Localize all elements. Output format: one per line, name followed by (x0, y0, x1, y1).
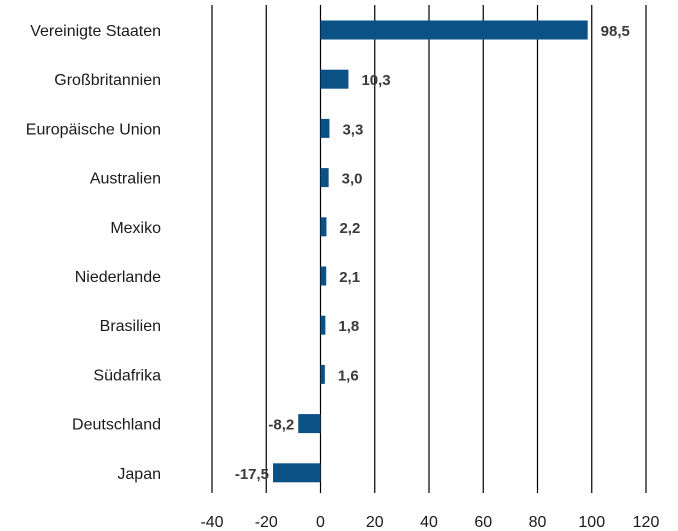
data-labels: 98,5 10,3 3,3 3,0 2,2 2,1 1,8 1,6 -8,2 -17,5 (235, 23, 630, 483)
category-label: Australien (90, 171, 161, 188)
x-tick-label: 20 (366, 514, 384, 531)
data-label: -8,2 (268, 417, 294, 434)
x-tick-label: 60 (474, 514, 492, 531)
data-label: 2,2 (339, 220, 360, 237)
category-label: Japan (117, 466, 161, 483)
data-label: 10,3 (361, 72, 390, 89)
data-label: 98,5 (601, 23, 630, 40)
bar (320, 364, 325, 384)
category-label: Südafrika (93, 367, 161, 384)
x-axis-tick-labels: -40 -20 0 20 40 60 80 100 120 (200, 514, 659, 531)
category-label: Deutschland (72, 417, 161, 434)
bar (320, 315, 326, 335)
bar (320, 118, 330, 138)
category-labels: Vereinigte Staaten Großbritannien Europäis… (26, 23, 161, 483)
x-tick-label: 120 (633, 514, 660, 531)
category-label: Brasilien (100, 318, 161, 335)
category-label: Europäische Union (26, 121, 161, 138)
bar (320, 217, 327, 237)
bar (320, 266, 327, 286)
x-tick-label: 0 (316, 514, 325, 531)
category-label: Niederlande (75, 269, 161, 286)
bar (320, 69, 349, 89)
x-tick-label: -40 (200, 514, 223, 531)
bar (320, 20, 588, 40)
x-tick-label: 40 (420, 514, 438, 531)
x-tick-label: 100 (578, 514, 605, 531)
data-label: 1,8 (338, 318, 359, 335)
category-label: Vereinigte Staaten (30, 23, 161, 40)
bars (273, 20, 588, 483)
bar (273, 463, 321, 483)
bar (298, 414, 321, 434)
x-tick-label: 80 (529, 514, 547, 531)
data-label: 1,6 (338, 367, 359, 384)
x-tick-label: -20 (255, 514, 278, 531)
category-label: Großbritannien (54, 72, 161, 89)
data-label: 2,1 (339, 269, 360, 286)
data-label: -17,5 (235, 466, 269, 483)
data-label: 3,0 (342, 171, 363, 188)
bar (320, 168, 329, 188)
data-label: 3,3 (342, 121, 363, 138)
category-label: Mexiko (110, 220, 161, 237)
